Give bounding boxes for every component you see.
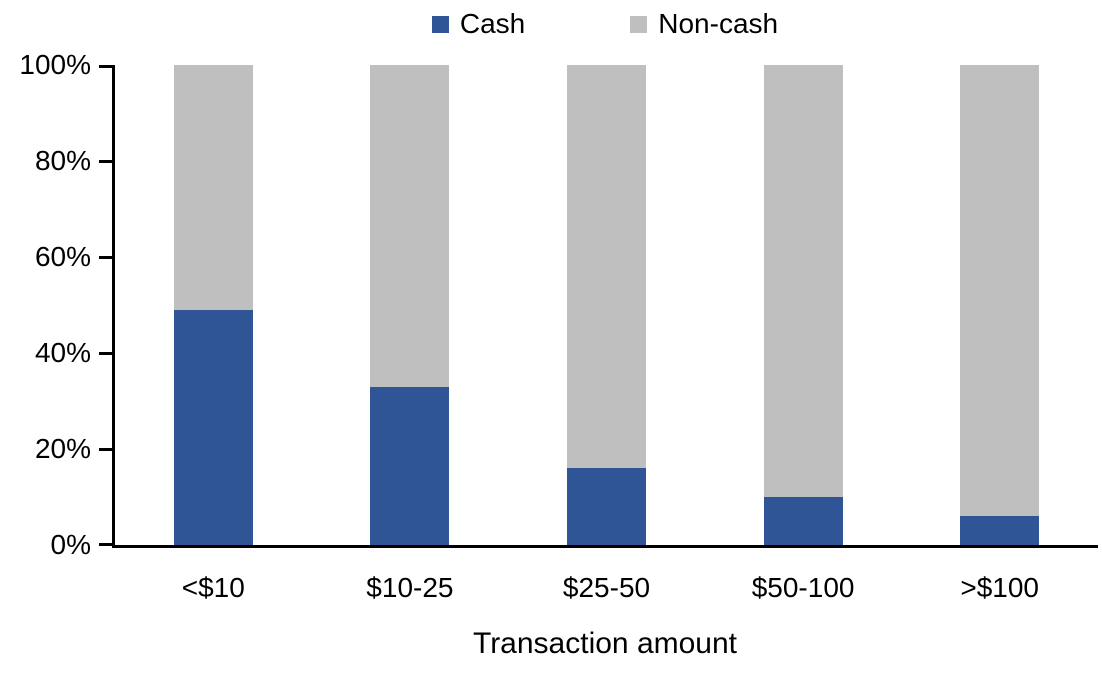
x-axis-title: Transaction amount <box>472 627 738 660</box>
bar-segment-cash <box>173 309 253 545</box>
bar-group <box>567 65 646 545</box>
y-tick-label: 80% <box>34 145 91 176</box>
x-category-label: >$100 <box>960 572 1039 603</box>
y-axis-tick-mark <box>99 352 112 355</box>
y-axis-tick-mark <box>99 65 112 68</box>
y-axis-tick-mark <box>99 543 112 546</box>
x-category-label: <$10 <box>181 572 245 603</box>
bar-segment-non-cash <box>173 65 253 310</box>
y-axis-tick-mark <box>99 160 112 163</box>
bar-group <box>960 65 1040 545</box>
bar-group <box>763 65 843 545</box>
y-tick-label: 20% <box>34 433 91 464</box>
x-category-label: $10-25 <box>366 572 454 603</box>
plot-area: 0% 20% 40% 60% 80% 100% <$10 $10-25 $25-50 $50-10… <box>19 49 1098 603</box>
y-tick-label: 40% <box>34 337 91 368</box>
bar-segment-cash <box>763 497 843 545</box>
bar-segment-non-cash <box>960 65 1040 517</box>
bar-segment-cash <box>567 468 646 545</box>
y-tick-label: 60% <box>34 241 91 272</box>
non-cash-legend-swatch <box>630 15 648 33</box>
legend-item-non-cash: Non-cash <box>630 8 778 40</box>
x-category-label: $25-50 <box>562 572 651 603</box>
bar-group <box>370 65 450 545</box>
chart-legend: Cash Non-cash <box>112 8 1098 40</box>
bar-segment-cash <box>370 386 450 545</box>
bar-segment-non-cash <box>763 65 843 497</box>
y-tick-label: 100% <box>19 49 91 80</box>
cash-legend-swatch <box>431 15 449 33</box>
y-axis-tick-mark <box>99 448 112 451</box>
bar-segment-non-cash <box>370 65 450 387</box>
bar-segment-non-cash <box>567 65 646 469</box>
x-category-label: $50-100 <box>751 572 855 603</box>
bar-segment-cash <box>960 516 1040 545</box>
bar-group <box>173 65 253 545</box>
non-cash-legend-label: Non-cash <box>658 8 779 39</box>
legend-item-cash: Cash <box>431 8 526 40</box>
cash-legend-label: Cash <box>459 8 526 39</box>
y-axis-tick-mark <box>99 256 112 259</box>
y-tick-label: 0% <box>50 529 91 560</box>
